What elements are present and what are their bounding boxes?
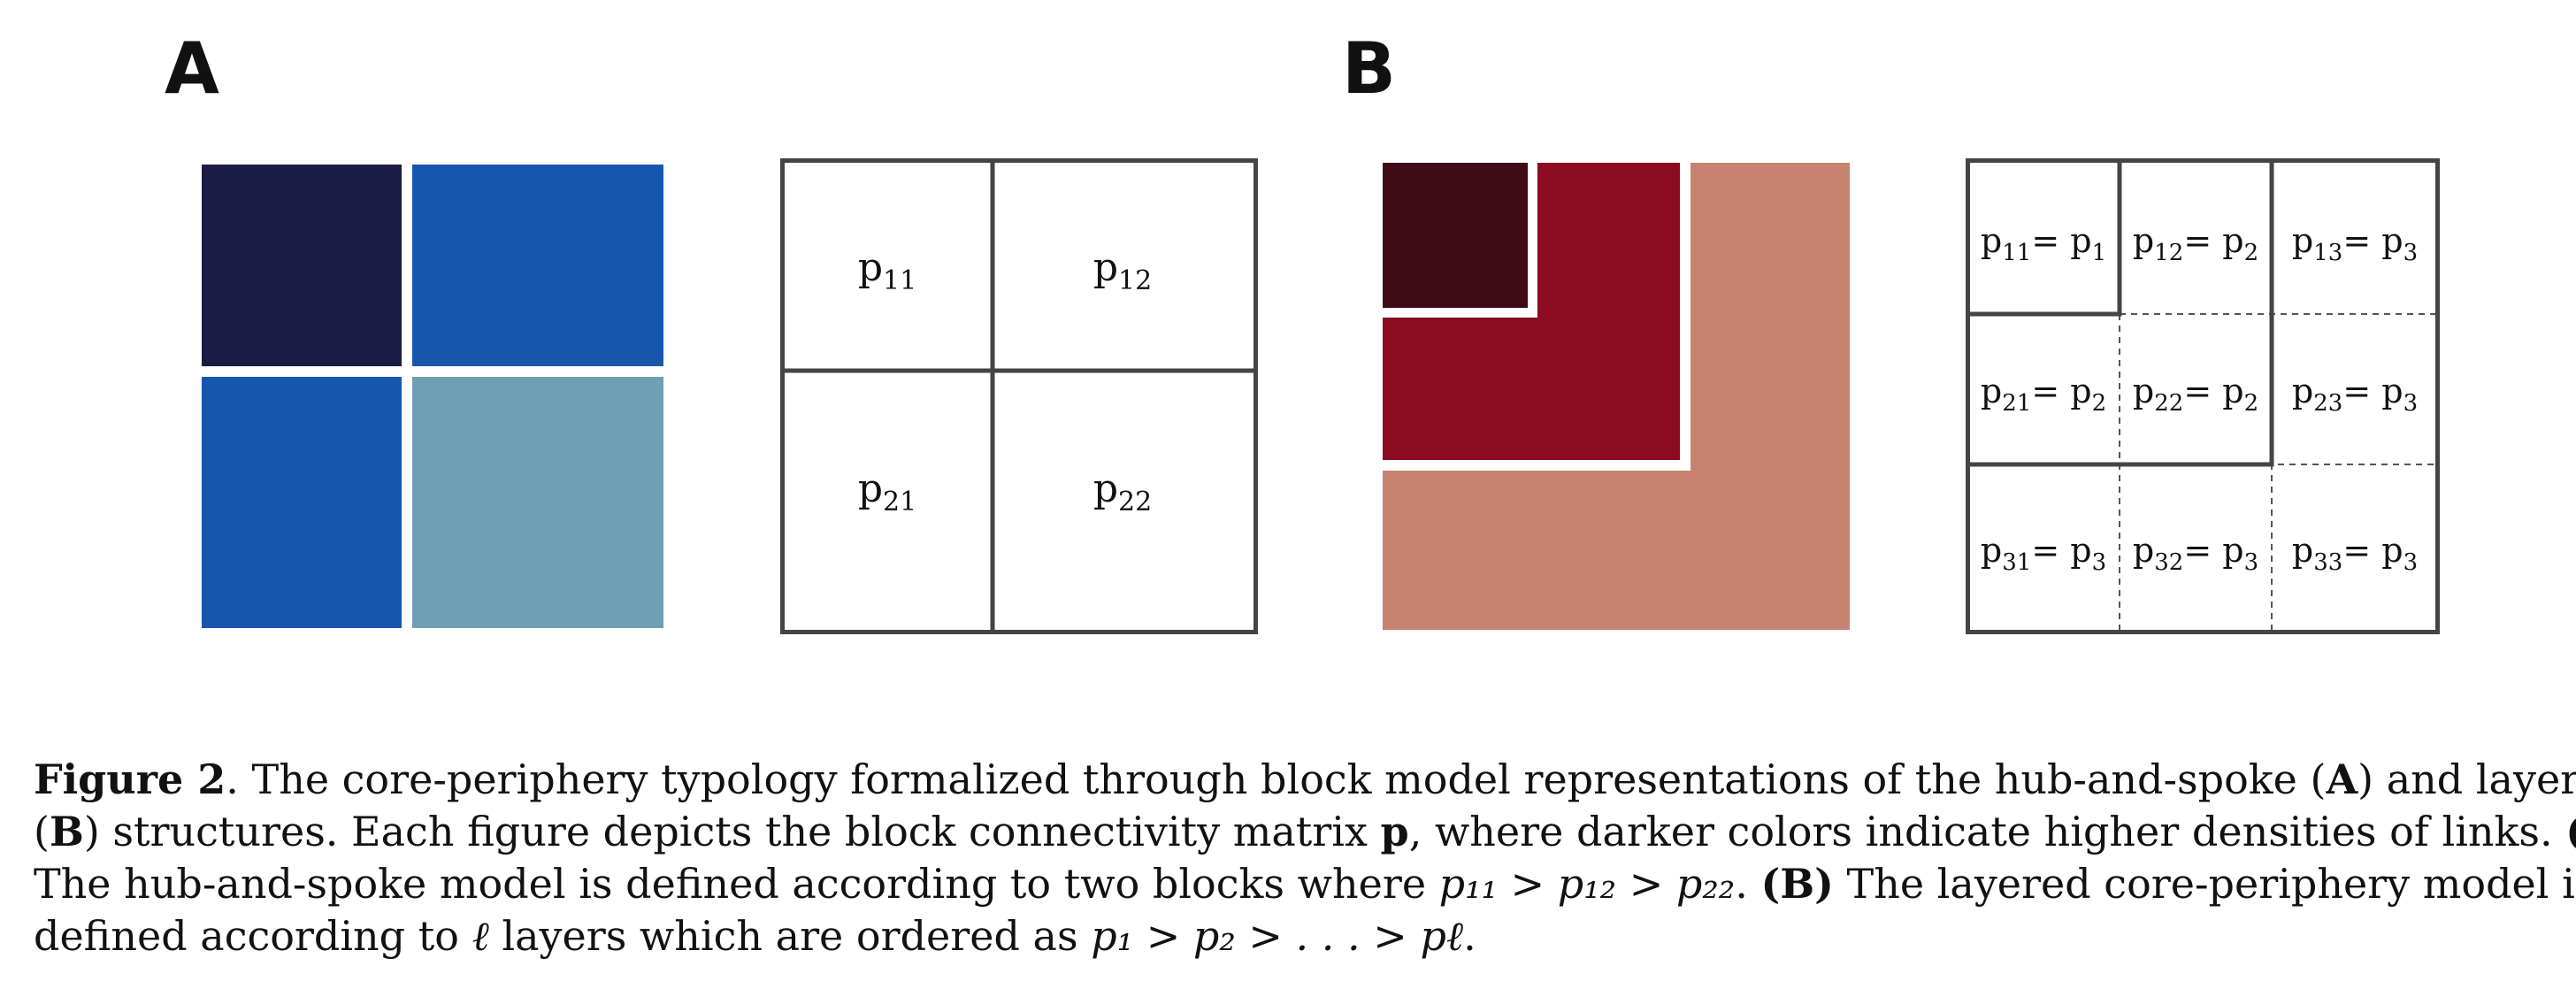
heatmap-block-22 [412,377,663,628]
hub-spoke-heatmap [202,165,663,628]
matrix-cell-p22: p22= p2 [2133,372,2258,417]
layered-heatmap [1383,163,1850,630]
layer-1-block [1383,163,1528,308]
caption-line-4: defined according to ℓ layers which are … [34,912,1476,960]
caption-line-1: Figure 2. The core-periphery typology fo… [34,755,2576,803]
matrix-cell-p22: p22 [1093,466,1152,518]
matrix-cell-p21: p21= p2 [1981,372,2106,417]
matrix-cell-p21: p21 [858,466,916,518]
heatmap-block-21 [202,377,402,628]
matrix-cell-p32: p32= p3 [2133,531,2258,576]
matrix-cell-p31: p31= p3 [1981,531,2106,576]
panel-label-a: A [165,27,219,110]
matrix-cell-p12: p12 [1093,245,1152,296]
heatmap-block-11 [202,165,402,366]
caption-line-3: The hub-and-spoke model is defined accor… [34,860,2576,908]
matrix-cell-p11: p11 [858,245,916,296]
matrix-cell-p11: p11= p1 [1981,221,2106,266]
matrix-cell-p13: p13= p3 [2292,221,2418,266]
matrix-cell-p12: p12= p2 [2133,221,2258,266]
heatmap-block-12 [412,165,663,366]
panel-label-b: B [1342,27,1396,110]
caption-line-2: (B) structures. Each figure depicts the … [34,808,2576,855]
matrix-cell-p33: p33= p3 [2292,531,2418,576]
matrix-cell-p23: p23= p3 [2292,372,2418,417]
layered-matrix: p11= p1 p12= p2 p13= p3 p21= p2 p22= p2 … [1966,158,2440,634]
hub-spoke-matrix: p11 p12 p21 p22 [780,158,1258,634]
figure-caption: Figure 2. The core-periphery typology fo… [34,754,2576,962]
